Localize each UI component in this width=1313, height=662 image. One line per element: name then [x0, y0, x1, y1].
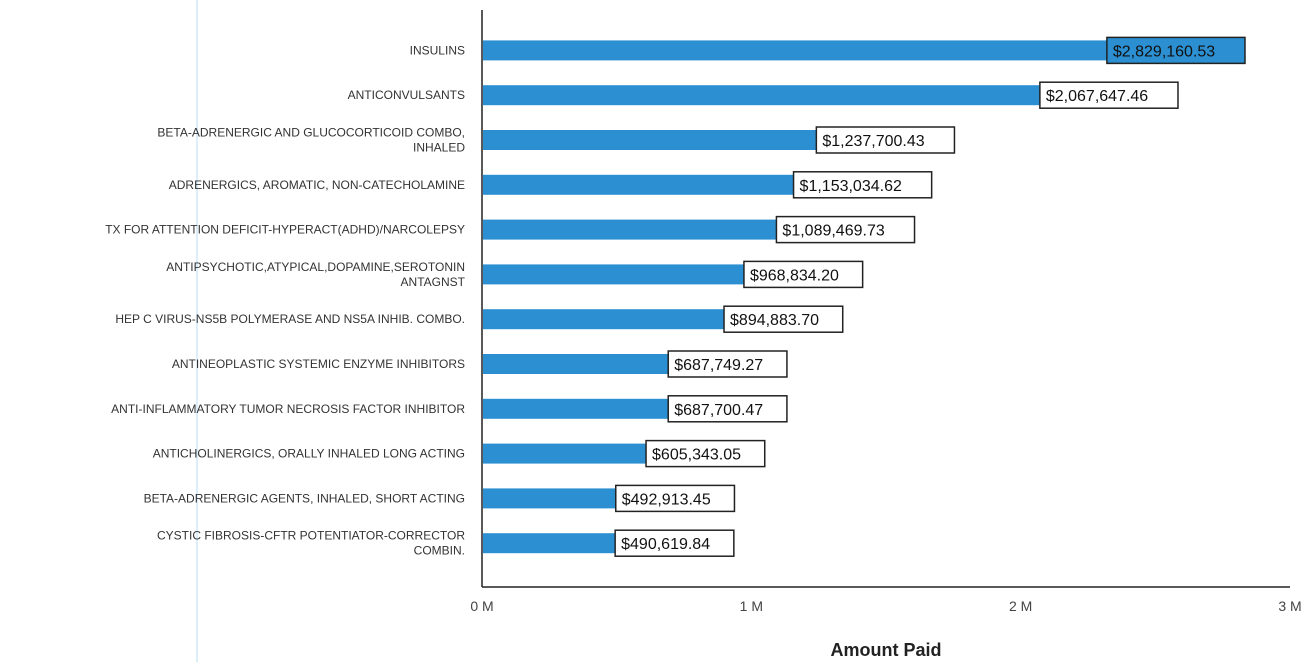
category-label-11-line-0: CYSTIC FIBROSIS-CFTR POTENTIATOR-CORRECT…: [157, 529, 465, 543]
x-tick-label-3: 3 M: [1278, 598, 1301, 614]
category-label-5-line-0: ANTIPSYCHOTIC,ATYPICAL,DOPAMINE,SEROTONI…: [166, 260, 465, 274]
category-label-6: HEP C VIRUS-NS5B POLYMERASE AND NS5A INH…: [115, 312, 465, 326]
category-label-2-line-0: BETA-ADRENERGIC AND GLUCOCORTICOID COMBO…: [157, 126, 465, 140]
category-label-7: ANTINEOPLASTIC SYSTEMIC ENZYME INHIBITOR…: [172, 357, 465, 371]
category-label-11-line-1: COMBIN.: [414, 544, 465, 558]
bar-11: [483, 533, 616, 554]
bar-6: [483, 309, 725, 330]
category-label-8: ANTI-INFLAMMATORY TUMOR NECROSIS FACTOR …: [111, 402, 465, 416]
data-label-box-7: [667, 350, 788, 378]
bar-5: [483, 264, 744, 285]
data-label-box-9: [645, 439, 766, 468]
data-label-2: $1,237,700.43: [822, 133, 924, 150]
category-label-10: BETA-ADRENERGIC AGENTS, INHALED, SHORT A…: [144, 491, 465, 505]
category-label-2-line-1: INHALED: [413, 141, 465, 155]
data-label-box-2: [815, 126, 956, 154]
x-tick-label-2: 2 M: [1009, 598, 1032, 614]
data-label-box-8: [667, 395, 788, 423]
bars-layer: [483, 40, 1245, 554]
data-label-box-1: [1039, 81, 1179, 109]
data-label-5: $968,834.20: [750, 267, 839, 284]
data-label-box-3: [792, 171, 933, 199]
data-label-0: $2,829,160.53: [1113, 43, 1215, 60]
data-label-7: $687,749.27: [674, 357, 763, 374]
data-label-6: $894,883.70: [730, 312, 819, 329]
category-label-4: TX FOR ATTENTION DEFICIT-HYPERACT(ADHD)/…: [105, 223, 465, 237]
data-label-3: $1,153,034.62: [800, 178, 902, 195]
data-label-10: $492,913.45: [622, 491, 711, 508]
category-label-3: ADRENERGICS, AROMATIC, NON-CATECHOLAMINE: [169, 178, 465, 192]
x-tick-labels: 0 M 1 M 2 M 3 M: [470, 598, 1301, 614]
data-label-8: $687,700.47: [674, 402, 763, 419]
data-label-4: $1,089,469.73: [782, 223, 884, 240]
data-labels: $2,829,160.53 $2,067,647.46 $1,237,700.43 $…: [614, 36, 1246, 557]
bar-0: [483, 40, 1245, 61]
bar-3: [483, 174, 794, 195]
data-label-box-10: [615, 484, 736, 513]
bar-7: [483, 354, 669, 374]
data-label-11: $490,619.84: [621, 536, 710, 553]
x-tick-label-1: 1 M: [740, 598, 763, 614]
category-label-1: ANTICONVULSANTS: [348, 88, 465, 102]
bar-2: [483, 130, 817, 150]
data-label-box-5: [743, 260, 864, 289]
category-labels: INSULINS ANTICONVULSANTS BETA-ADRENERGIC A…: [105, 43, 465, 557]
category-label-5-line-1: ANTAGNST: [401, 275, 466, 289]
bar-10: [483, 488, 616, 509]
data-label-box-11: [614, 529, 735, 557]
x-axis-title: Amount Paid: [831, 640, 942, 660]
bar-1: [483, 85, 1040, 106]
data-label-1: $2,067,647.46: [1046, 88, 1148, 105]
bar-9: [483, 443, 647, 464]
data-label-box-4: [775, 215, 916, 244]
data-label-9: $605,343.05: [652, 447, 741, 464]
x-tick-label-0: 0 M: [470, 598, 493, 614]
category-label-0: INSULINS: [410, 43, 465, 57]
bar-4: [483, 219, 777, 240]
category-label-9: ANTICHOLINERGICS, ORALLY INHALED LONG AC…: [153, 447, 465, 461]
data-label-box-6: [723, 305, 844, 333]
bar-8: [483, 398, 669, 419]
data-label-box-0: [1106, 36, 1246, 65]
